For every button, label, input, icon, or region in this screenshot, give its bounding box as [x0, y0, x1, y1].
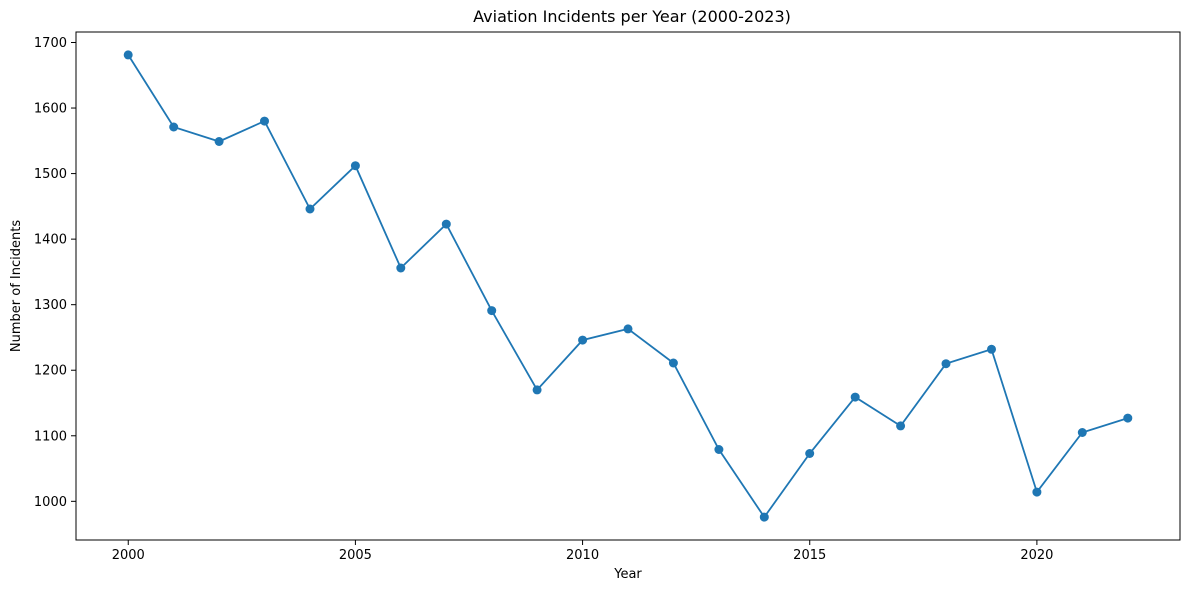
data-point — [896, 421, 906, 431]
data-point — [396, 263, 406, 273]
data-point — [169, 122, 179, 132]
data-point — [668, 358, 678, 368]
data-point — [487, 306, 497, 316]
x-axis: 2000 2005 2010 2015 2020 — [112, 540, 1053, 563]
data-point — [1077, 428, 1087, 437]
data-point — [123, 50, 133, 60]
plot-area: 2000 2005 2010 2015 2020 1000 1100 1200 1300 140… — [34, 31, 1181, 563]
data-point — [260, 116, 269, 126]
x-tick-label: 2015 — [793, 548, 826, 563]
data-point — [714, 445, 724, 454]
data-point — [1123, 413, 1133, 423]
data-point — [623, 324, 633, 334]
y-axis-label: Number of Incidents — [9, 220, 24, 352]
y-tick-label: 1600 — [34, 102, 67, 117]
y-axis: 1000 1100 1200 1300 1400 1500 1600 1700 — [34, 36, 76, 510]
data-point — [532, 385, 542, 395]
data-point — [850, 392, 860, 402]
series-line — [127, 54, 1129, 519]
y-tick-label: 1500 — [34, 167, 67, 182]
data-point — [350, 161, 360, 171]
series-points — [123, 50, 1133, 522]
data-point — [941, 359, 951, 369]
data-point — [578, 335, 588, 345]
x-axis-label: Year — [613, 567, 642, 582]
y-tick-label: 1000 — [34, 495, 67, 510]
x-tick-label: 2005 — [339, 548, 372, 563]
chart-title: Aviation Incidents per Year (2000-2023) — [473, 7, 791, 26]
x-tick-label: 2010 — [566, 548, 599, 563]
x-tick-label: 2000 — [112, 548, 145, 563]
y-tick-label: 1300 — [34, 298, 67, 313]
y-tick-label: 1100 — [34, 429, 67, 444]
data-point — [805, 449, 815, 458]
y-tick-label: 1400 — [34, 233, 67, 248]
y-tick-label: 1200 — [34, 364, 67, 379]
data-point — [214, 137, 224, 146]
data-point — [1032, 487, 1042, 497]
data-point — [987, 344, 996, 354]
x-tick-label: 2020 — [1020, 548, 1053, 563]
data-point — [441, 219, 451, 229]
y-tick-label: 1700 — [34, 36, 67, 51]
data-point — [759, 512, 769, 522]
plot-frame — [75, 31, 1181, 541]
data-point — [305, 204, 315, 214]
